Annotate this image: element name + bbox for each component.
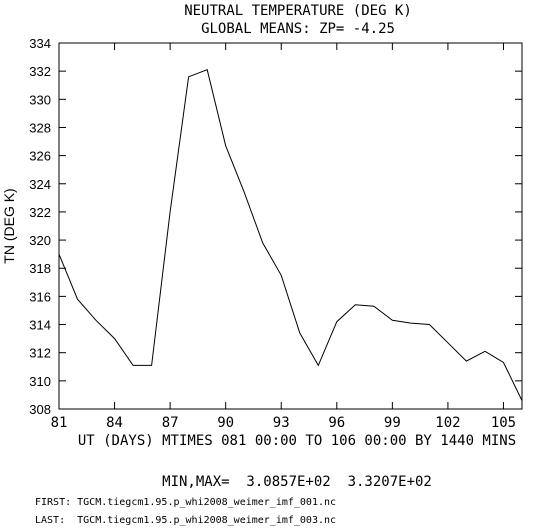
- y-tick-label: 314: [29, 318, 51, 333]
- axis-ticks: [58, 42, 522, 410]
- y-tick-labels: 308 310 312 314 316 318 320 322 324 326 328 330 332 3…: [29, 36, 51, 417]
- x-tick-label: 102: [435, 415, 460, 431]
- y-tick-label: 308: [29, 402, 51, 417]
- y-tick-label: 324: [29, 177, 51, 192]
- y-tick-label: 332: [29, 64, 51, 79]
- last-file-label: LAST: TGCM.tiegcm1.95.p_whi2008_weimer_i…: [35, 515, 336, 526]
- y-axis-label: TN (DEG K): [1, 188, 17, 263]
- y-tick-label: 322: [29, 205, 51, 220]
- y-tick-label: 334: [29, 36, 51, 51]
- x-tick-label: 81: [51, 415, 68, 431]
- y-tick-label: 326: [29, 149, 51, 164]
- y-tick-label: 312: [29, 346, 51, 361]
- y-tick-label: 330: [29, 92, 51, 107]
- first-file-label: FIRST: TGCM.tiegcm1.95.p_whi2008_weimer_…: [35, 497, 336, 508]
- y-tick-label: 316: [29, 289, 51, 304]
- series-line-tn: [58, 69, 523, 401]
- y-tick-label: 310: [29, 374, 51, 389]
- x-tick-label: 87: [162, 415, 179, 431]
- x-tick-labels: 81 84 87 90 93 96 99 102 105: [51, 415, 517, 431]
- chart-title: NEUTRAL TEMPERATURE (DEG K): [184, 3, 412, 19]
- chart-subtitle: GLOBAL MEANS: ZP= -4.25: [201, 21, 395, 37]
- plot-frame: [58, 42, 523, 410]
- x-tick-label: 84: [106, 415, 123, 431]
- y-tick-label: 320: [29, 233, 51, 248]
- min-max-readout: MIN,MAX= 3.0857E+02 3.3207E+02: [162, 474, 432, 490]
- y-tick-label: 318: [29, 261, 51, 276]
- y-tick-label: 328: [29, 120, 51, 135]
- x-tick-label: 96: [328, 415, 345, 431]
- x-tick-label: 99: [384, 415, 401, 431]
- x-tick-label: 90: [217, 415, 234, 431]
- x-tick-label: 105: [491, 415, 516, 431]
- x-axis-label: UT (DAYS) MTIMES 081 00:00 TO 106 00:00 …: [78, 433, 516, 449]
- x-tick-label: 93: [273, 415, 290, 431]
